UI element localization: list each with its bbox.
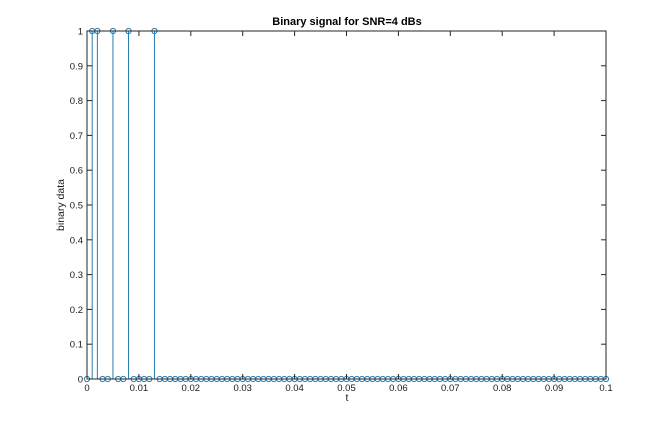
y-tick-label: 1 [78,27,83,38]
plot-area-frame [86,30,607,380]
x-tick-label: 0.01 [130,383,149,394]
x-tick-label: 0.03 [233,383,252,394]
y-tick-label: 0.6 [70,166,83,177]
y-tick-label: 0.7 [70,131,83,142]
y-axis-label: binary data [55,179,67,231]
chart-title: Binary signal for SNR=4 dBs [272,16,421,28]
y-tick-label: 0.5 [70,201,83,212]
y-tick-label: 0.2 [70,305,83,316]
y-tick-label: 0.4 [70,235,83,246]
x-tick-label: 0.09 [545,383,564,394]
x-tick-label: 0.1 [599,383,612,394]
y-tick-label: 0 [78,375,83,386]
x-tick-label: 0.02 [182,383,201,394]
x-tick-label: 0.05 [337,383,356,394]
y-tick-label: 0.3 [70,270,83,281]
x-tick-label: 0.07 [441,383,460,394]
y-tick-label: 0.8 [70,96,83,107]
x-axis: 0 0.01 0.02 0.03 0.04 0.05 0.06 0.07 0.08 0.09 0.1 [84,31,613,394]
stem-series [83,27,610,383]
x-tick-label: 0 [84,383,89,394]
x-axis-label: t [346,392,349,404]
y-axis: 0 0.1 0.2 0.3 0.4 0.5 0.6 0.7 0.8 0.9 1 [70,27,606,386]
y-tick-label: 0.1 [70,340,83,351]
x-tick-label: 0.04 [285,383,304,394]
x-tick-label: 0.08 [493,383,512,394]
x-tick-label: 0.06 [389,383,408,394]
y-tick-label: 0.9 [70,61,83,72]
